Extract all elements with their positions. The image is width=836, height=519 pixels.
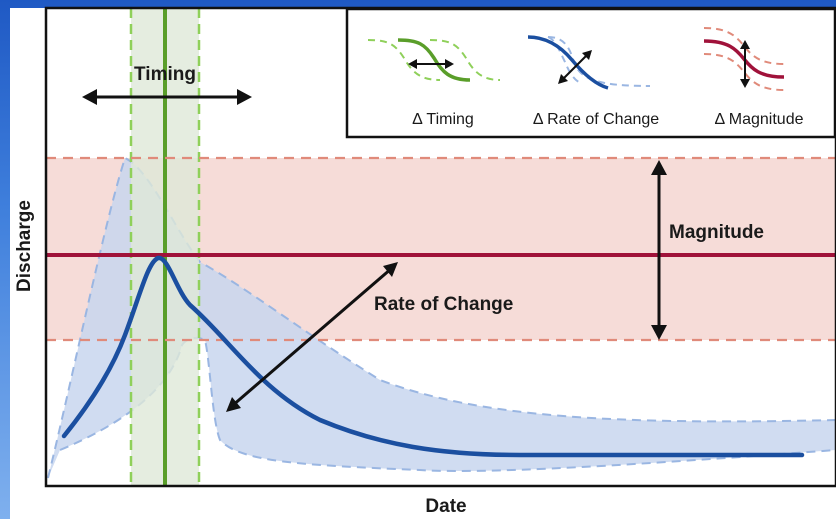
legend-magnitude-label: Δ Magnitude [715, 111, 804, 128]
legend: Δ Timing Δ Rate of Change Δ Magnitude [345, 7, 836, 139]
legend-timing-label: Δ Timing [412, 111, 474, 128]
legend-rate-of-change-label: Δ Rate of Change [533, 111, 659, 128]
rate-of-change-arrow [226, 262, 398, 412]
envelope-upper-edge [47, 156, 836, 479]
hydrograph-curve [61, 255, 805, 458]
magnitude-label: Magnitude [669, 222, 764, 243]
y-axis-label: Discharge [14, 200, 35, 292]
timing-label: Timing [134, 64, 196, 85]
legend-frame [345, 7, 836, 139]
legend-timing-icon [367, 38, 501, 82]
legend-magnitude-icon [703, 27, 785, 91]
plot-area [44, 6, 836, 488]
timing-arrow [82, 89, 252, 105]
rate-of-change-label: Rate of Change [374, 294, 513, 315]
hydrograph-envelope [48, 158, 836, 478]
x-axis-label: Date [425, 496, 466, 517]
envelope-lower-edge [59, 336, 836, 472]
legend-rate-of-change-icon [527, 35, 651, 90]
magnitude-arrow [651, 160, 667, 340]
